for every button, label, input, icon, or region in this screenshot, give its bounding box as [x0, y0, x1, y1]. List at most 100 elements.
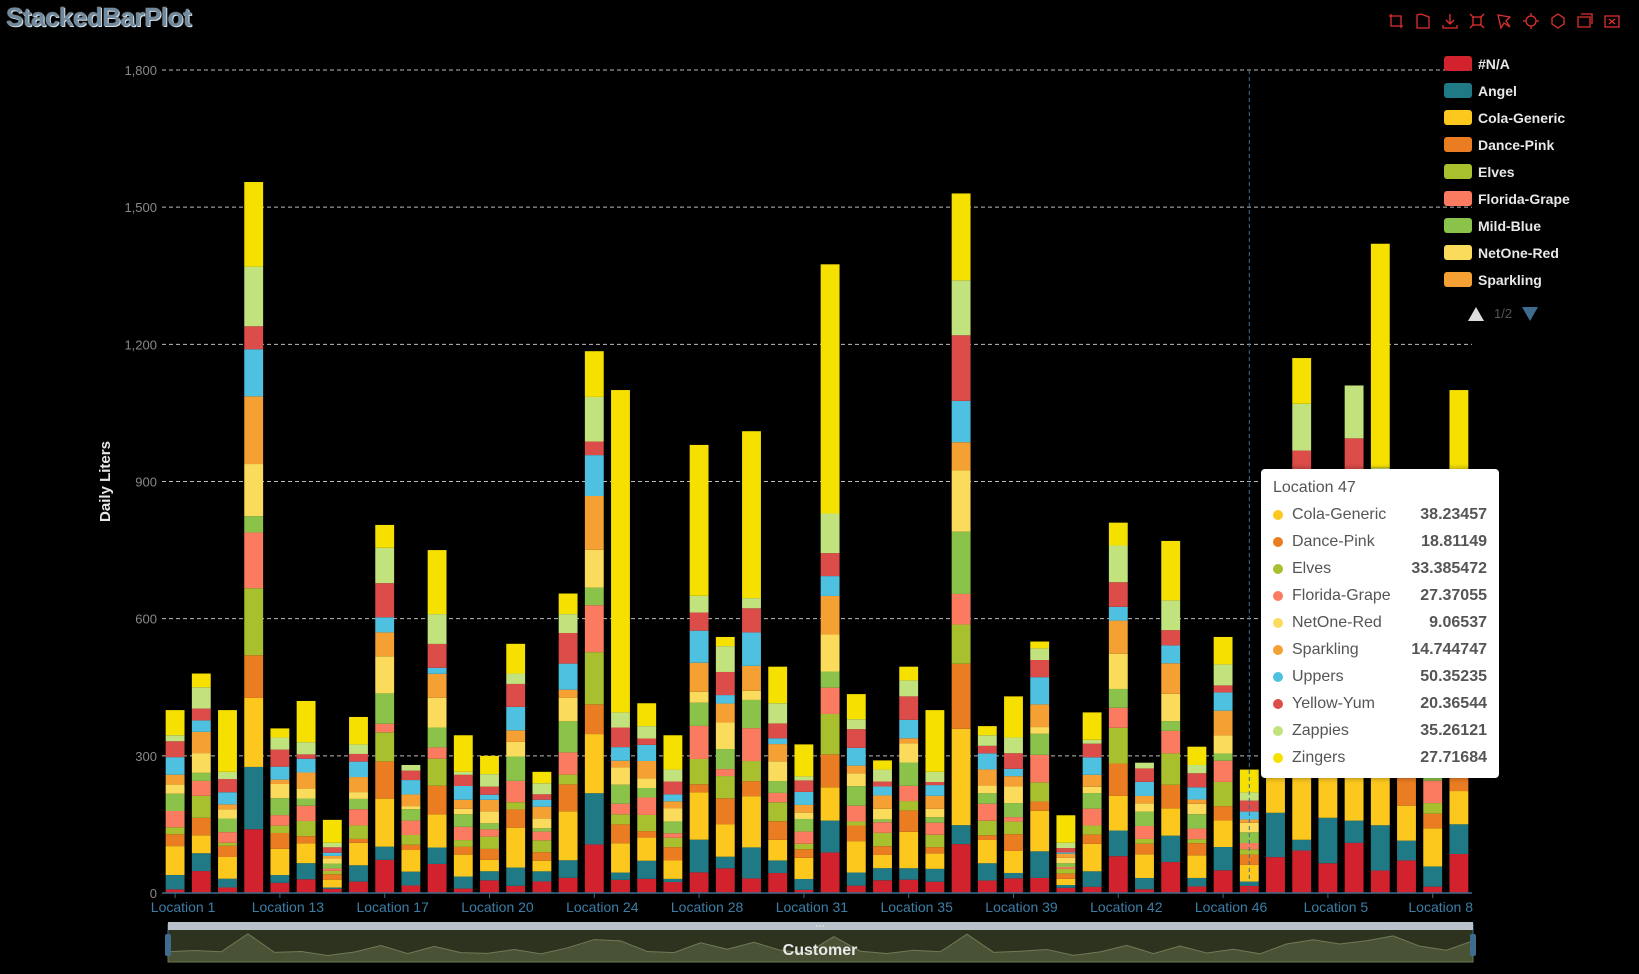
bar-segment	[1266, 857, 1285, 893]
bar-segment	[951, 728, 971, 826]
y-tick-label: 1,800	[124, 63, 157, 78]
bar-segment	[742, 665, 761, 691]
bar-segment	[401, 850, 421, 872]
tooltip-dot	[1273, 536, 1283, 547]
legend-label: Dance-Pink	[1478, 136, 1555, 153]
bar-segment	[1030, 659, 1050, 678]
bar-segment	[165, 811, 185, 828]
bar-segment	[270, 749, 290, 767]
legend-item[interactable]: Sparkling	[1444, 266, 1570, 293]
bar-segment	[1004, 817, 1023, 822]
legend-item[interactable]: Dance-Pink	[1444, 131, 1570, 158]
zoom-icon[interactable]	[1468, 12, 1486, 30]
bar-segment	[1004, 696, 1023, 738]
clear-select-icon[interactable]	[1603, 12, 1621, 30]
bar-segment	[532, 828, 552, 832]
bar-segment	[1344, 385, 1364, 439]
bar-segment	[427, 643, 447, 668]
bar-segment	[218, 878, 237, 888]
bar-segment	[742, 431, 761, 599]
bar-segment	[558, 593, 578, 615]
x-tick-label: Location 24	[566, 899, 639, 915]
legend-item[interactable]: Cola-Generic	[1444, 104, 1570, 131]
bar-segment	[296, 758, 316, 773]
bar-segment	[480, 799, 499, 812]
bar-segment	[532, 860, 552, 872]
bar-segment	[584, 351, 604, 397]
bar-segment	[1161, 630, 1181, 646]
y-tick-label: 1,200	[124, 337, 157, 352]
bar-segment	[375, 524, 395, 548]
rect-select-icon[interactable]	[1387, 12, 1405, 30]
data-zoom-top-bar	[168, 922, 1473, 930]
pager-up-icon[interactable]	[1468, 306, 1484, 321]
reset-icon[interactable]	[1549, 12, 1567, 30]
tooltip-series-name: Uppers	[1292, 667, 1344, 685]
bar-segment	[663, 860, 683, 879]
bar-segment	[1056, 815, 1076, 843]
x-tick-label: Location 28	[671, 899, 744, 915]
legend-label: Cola-Generic	[1478, 109, 1566, 126]
bar-segment	[689, 444, 709, 596]
bar-segment	[899, 719, 919, 739]
bar-segment	[611, 727, 630, 748]
bar-segment	[820, 852, 840, 893]
bar-segment	[1030, 727, 1050, 734]
bar-segment	[1187, 814, 1207, 829]
pager-down-icon[interactable]	[1522, 306, 1539, 321]
bar-segment	[768, 873, 788, 893]
bar-segment	[1370, 825, 1390, 871]
bar-segment	[453, 846, 473, 855]
bar-segment	[270, 737, 290, 750]
data-view-icon[interactable]	[1576, 12, 1594, 30]
bar-segment	[1397, 774, 1416, 806]
legend-item[interactable]: Angel	[1444, 77, 1570, 104]
legend-item[interactable]: #N/A	[1444, 50, 1570, 77]
lasso-icon[interactable]	[1495, 12, 1513, 30]
bar-segment	[1239, 843, 1259, 850]
bar-segment	[820, 787, 840, 821]
bar-segment	[191, 720, 211, 732]
bar-segment	[611, 747, 630, 761]
legend-item[interactable]: Florida-Grape	[1444, 185, 1570, 212]
bar-segment	[1135, 762, 1154, 769]
bar-segment	[322, 852, 342, 856]
bar-segment	[1187, 773, 1207, 788]
bar-segment	[270, 783, 290, 799]
bar-segment	[637, 703, 657, 727]
bar-segment	[742, 690, 761, 700]
bar-segment	[951, 531, 971, 594]
bar-segment	[584, 455, 604, 496]
bar-segment	[427, 758, 447, 786]
bar-segment	[1004, 768, 1023, 777]
bar-segment	[1004, 753, 1023, 769]
bar-segment	[322, 887, 342, 889]
data-zoom-move-handle[interactable]: ⋯	[815, 921, 825, 932]
bar-segment	[689, 872, 709, 893]
bar-segment	[1082, 886, 1102, 893]
bar-segment	[689, 595, 709, 613]
bar-segment	[1108, 582, 1128, 607]
polygon-select-icon[interactable]	[1414, 12, 1432, 30]
bar-segment	[611, 712, 630, 728]
bar-segment	[977, 863, 997, 881]
bar-segment	[296, 772, 316, 789]
download-icon[interactable]	[1441, 12, 1459, 30]
bar-segment	[558, 697, 578, 722]
legend-item[interactable]: Mild-Blue	[1444, 212, 1570, 239]
bar-segment	[820, 595, 840, 635]
y-tick-label: 1,500	[124, 200, 157, 215]
restore-icon[interactable]	[1522, 12, 1540, 30]
data-zoom-handle[interactable]	[1470, 934, 1476, 956]
legend-item[interactable]: NetOne-Red	[1444, 239, 1570, 266]
data-zoom-handle[interactable]	[165, 934, 171, 956]
legend-item[interactable]: Elves	[1444, 158, 1570, 185]
bar-segment	[1082, 712, 1102, 740]
bar-segment	[506, 802, 526, 810]
bar-segment	[1108, 606, 1128, 621]
bar-segment	[1030, 648, 1050, 660]
bar-segment	[1082, 843, 1102, 872]
bar-segment	[165, 757, 185, 775]
tooltip-series-name: Elves	[1292, 559, 1332, 577]
bar-segment	[977, 839, 997, 864]
